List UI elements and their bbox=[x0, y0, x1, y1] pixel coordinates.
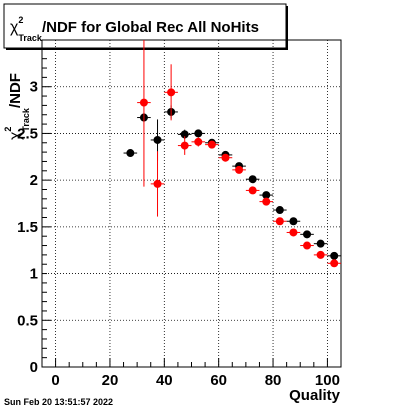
black-series-point bbox=[248, 175, 257, 184]
grid bbox=[42, 40, 341, 367]
title-frame-shadow-right bbox=[286, 6, 288, 50]
black-series-point bbox=[330, 251, 339, 260]
red-series-point bbox=[289, 228, 298, 237]
black-series-point bbox=[262, 191, 271, 200]
red-series-point bbox=[316, 250, 325, 259]
black-series-point bbox=[126, 149, 135, 158]
data-points bbox=[123, 40, 341, 268]
red-series-point bbox=[262, 197, 271, 206]
black-series-point bbox=[180, 130, 189, 139]
x-axis-label: Quality bbox=[289, 387, 341, 404]
title-frame bbox=[3, 3, 287, 49]
black-series-point bbox=[275, 206, 284, 215]
x-tick-label: 80 bbox=[265, 372, 282, 389]
y-tick-label: 1 bbox=[30, 266, 38, 283]
y-tick-label: 2 bbox=[30, 172, 38, 189]
x-tick-label: 0 bbox=[51, 372, 59, 389]
title-frame-shadow-bottom bbox=[6, 48, 288, 50]
y-axis-label: χ2 Track/NDF bbox=[3, 73, 31, 140]
red-series-point bbox=[207, 140, 216, 149]
y-tick-label: 3 bbox=[30, 79, 38, 96]
red-series-point bbox=[303, 241, 312, 250]
axis-ticks bbox=[41, 39, 342, 368]
tick-labels: 0 20 40 60 80 100 0 0.5 1 1.5 2 2.5 3 bbox=[17, 79, 340, 389]
red-series-point bbox=[248, 186, 257, 195]
x-tick-label: 20 bbox=[102, 372, 119, 389]
timestamp: Sun Feb 20 13:51:57 2022 bbox=[4, 397, 113, 407]
x-tick-label: 60 bbox=[210, 372, 227, 389]
black-series-point bbox=[194, 129, 203, 138]
x-tick-label: 100 bbox=[315, 372, 340, 389]
black-series-point bbox=[153, 135, 162, 144]
plot-area bbox=[41, 39, 342, 368]
chart-title: χ2 Track/NDF for Global Rec All NoHits bbox=[10, 15, 259, 43]
red-series-point bbox=[235, 165, 244, 174]
red-series-point bbox=[153, 179, 162, 188]
y-tick-label: 2.5 bbox=[17, 125, 38, 142]
y-tick-label: 1.5 bbox=[17, 219, 38, 236]
y-tick-label: 0.5 bbox=[17, 312, 38, 329]
black-series-point bbox=[289, 217, 298, 226]
x-tick-label: 40 bbox=[156, 372, 173, 389]
red-series-point bbox=[221, 153, 230, 162]
red-series-point bbox=[139, 98, 148, 107]
title-box: χ2 Track/NDF for Global Rec All NoHits bbox=[3, 3, 288, 50]
red-series-point bbox=[180, 141, 189, 150]
red-series-point bbox=[194, 137, 203, 146]
black-series-point bbox=[316, 239, 325, 248]
red-series-point bbox=[167, 88, 176, 97]
y-tick-label: 0 bbox=[30, 359, 38, 376]
red-series-point bbox=[275, 217, 284, 226]
red-series-point bbox=[330, 259, 339, 268]
black-series-point bbox=[303, 230, 312, 239]
